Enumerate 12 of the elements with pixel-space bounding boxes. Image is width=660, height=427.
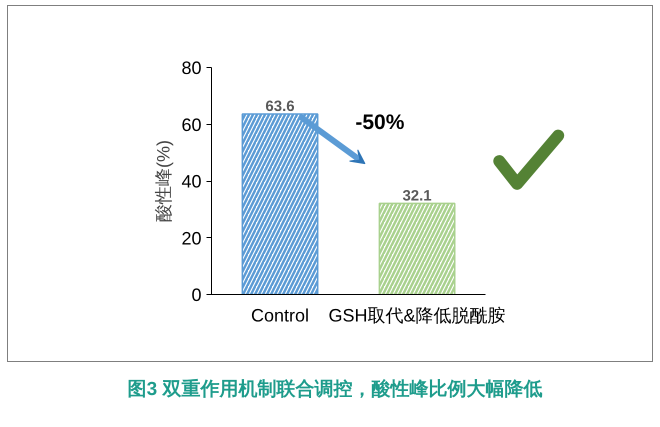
text: 图3 双重作用机制联合调控，酸性峰比例大幅降低 (128, 378, 542, 402)
y-tick-label: 80 (181, 58, 202, 78)
y-tick-label: 40 (181, 172, 202, 192)
data-label: 63.6 (265, 98, 295, 116)
data-label: 32.1 (402, 187, 432, 204)
y-tick-label: 20 (181, 228, 202, 248)
x-tick-label: GSH取代&降低脱酰胺 (328, 306, 506, 326)
y-tick-label: 0 (191, 285, 202, 305)
y-axis-title: 酸性峰(%) (153, 140, 174, 222)
annotation: -50% (355, 111, 405, 134)
y-tick-label: 60 (181, 114, 202, 135)
x-tick-label: Control (251, 306, 310, 326)
